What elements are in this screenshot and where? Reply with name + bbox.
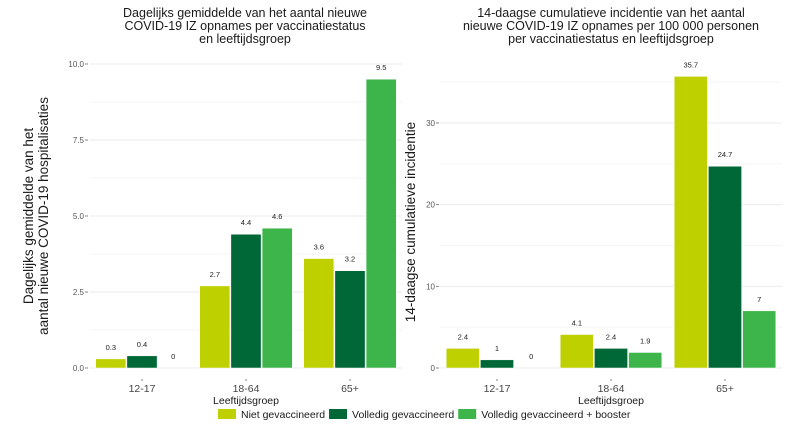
bar-18-64-volledig-gevaccineerd-booster — [628, 352, 663, 369]
y-tick-label: 10.0 — [68, 60, 84, 69]
bar-18-64-niet-gevaccineerd — [559, 334, 594, 369]
data-label: 2.4 — [458, 332, 468, 341]
bar-12-17-volledig-gevaccineerd — [126, 355, 158, 369]
legend: Niet gevaccineerd Volledig gevaccineerd Vo… — [218, 409, 631, 421]
data-label: 1 — [495, 344, 499, 353]
legend-label: Volledig gevaccineerd + booster — [481, 409, 631, 421]
legend-swatch — [218, 409, 236, 419]
data-label: 24.7 — [718, 150, 733, 159]
data-label: 4.6 — [272, 212, 282, 221]
bar-65+-volledig-gevaccineerd-booster — [742, 310, 777, 369]
x-axis-label: Leeftijdsgroep — [578, 395, 644, 407]
data-label: 1.9 — [640, 336, 650, 345]
bar-65+-niet-gevaccineerd — [303, 258, 335, 369]
x-axis-label: Leeftijdsgroep — [213, 395, 279, 407]
data-label: 35.7 — [683, 60, 698, 69]
y-tick-label: 7.5 — [73, 136, 85, 145]
data-label: 4.1 — [572, 319, 582, 328]
data-label: 9.5 — [376, 63, 386, 72]
bar-65+-volledig-gevaccineerd — [334, 270, 366, 369]
legend-swatch — [458, 409, 477, 419]
data-label: 3.6 — [314, 243, 324, 252]
x-tick-label: 18-64 — [598, 383, 625, 395]
y-tick-label: 30 — [426, 119, 435, 128]
data-label: 0 — [171, 352, 175, 361]
data-label: 2.7 — [210, 270, 220, 279]
y-axis-label: 14-daagse cumulatieve incidentie — [403, 122, 418, 322]
y-tick-label: 10 — [426, 282, 435, 291]
bar-18-64-volledig-gevaccineerd — [230, 233, 262, 369]
bar-12-17-volledig-gevaccineerd — [480, 359, 514, 369]
y-tick-label: 2.5 — [73, 288, 85, 297]
bar-12-17-niet-gevaccineerd — [95, 358, 127, 369]
bar-65+-niet-gevaccineerd — [673, 76, 708, 369]
y-tick-label: 5.0 — [73, 212, 85, 221]
y-tick-label: 20 — [426, 201, 435, 210]
data-label: 4.4 — [241, 218, 251, 227]
data-label: 0 — [529, 352, 533, 361]
data-label: 0.3 — [106, 343, 116, 352]
data-label: 2.4 — [606, 332, 616, 341]
data-label: 7 — [757, 295, 761, 304]
y-axis-label: Dagelijks gemiddelde van hetaantal nieuw… — [21, 97, 51, 335]
legend-label: Niet gevaccineerd — [241, 409, 325, 421]
chart-title: 14-daagse cumulatieve incidentie van het… — [463, 6, 759, 46]
data-label: 0.4 — [137, 340, 147, 349]
legend-swatch — [329, 409, 348, 419]
bar-18-64-niet-gevaccineerd — [199, 285, 231, 369]
left-chart-panel: 0.0 2.5 5.0 7.5 10.0 Dagelijks gemiddelde van… — [21, 6, 402, 407]
data-label: 3.2 — [345, 255, 355, 264]
bar-65+-volledig-gevaccineerd-booster — [365, 78, 397, 369]
x-tick-label: 65+ — [341, 383, 359, 395]
x-tick-label: 12-17 — [484, 383, 511, 395]
y-tick-label: 0.0 — [73, 364, 85, 373]
y-tick-label: 0 — [431, 364, 436, 373]
bar-18-64-volledig-gevaccineerd-booster — [261, 227, 293, 369]
bar-65+-volledig-gevaccineerd — [708, 165, 742, 369]
x-tick-label: 65+ — [716, 383, 734, 395]
x-tick-label: 18-64 — [233, 383, 260, 395]
chart-title: Dagelijks gemiddelde van het aantal nieu… — [123, 6, 367, 46]
bar-18-64-volledig-gevaccineerd — [594, 348, 628, 369]
x-tick-label: 12-17 — [129, 383, 156, 395]
legend-label: Volledig gevaccineerd — [352, 409, 454, 421]
bar-12-17-niet-gevaccineerd — [445, 348, 480, 369]
